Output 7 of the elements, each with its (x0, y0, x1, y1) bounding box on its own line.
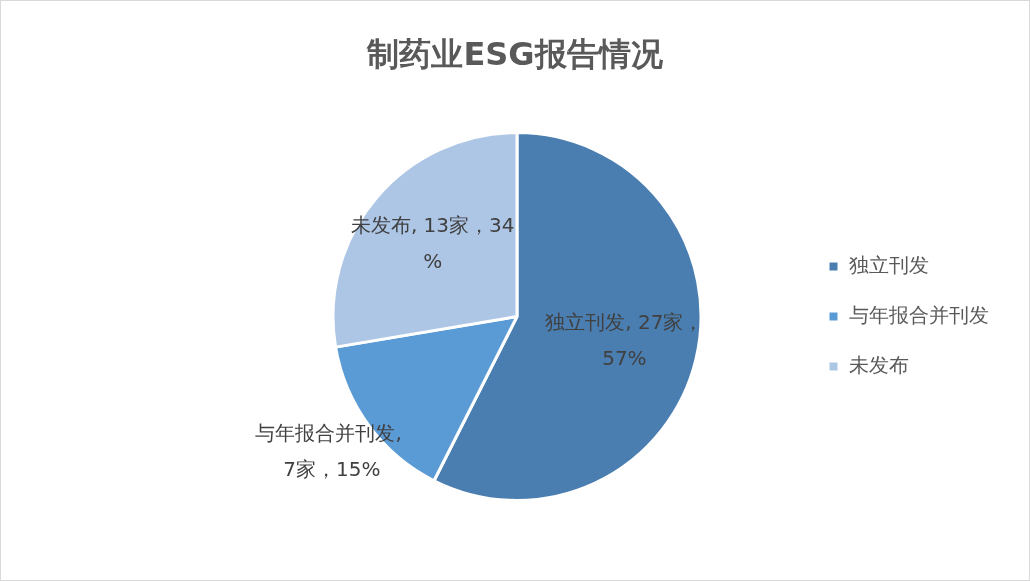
data-label: 未发布, 13家，34% (350, 213, 515, 274)
data-label: 与年报合并刊发, 7家，15% (255, 421, 409, 482)
legend-label: 未发布 (849, 352, 909, 377)
chart-title: 制药业ESG报告情况 (365, 34, 664, 75)
legend-label: 独立刊发 (849, 252, 929, 277)
data-label: 独立刊发, 27家，57% (545, 310, 704, 371)
legend-label: 与年报合并刊发 (849, 302, 989, 327)
